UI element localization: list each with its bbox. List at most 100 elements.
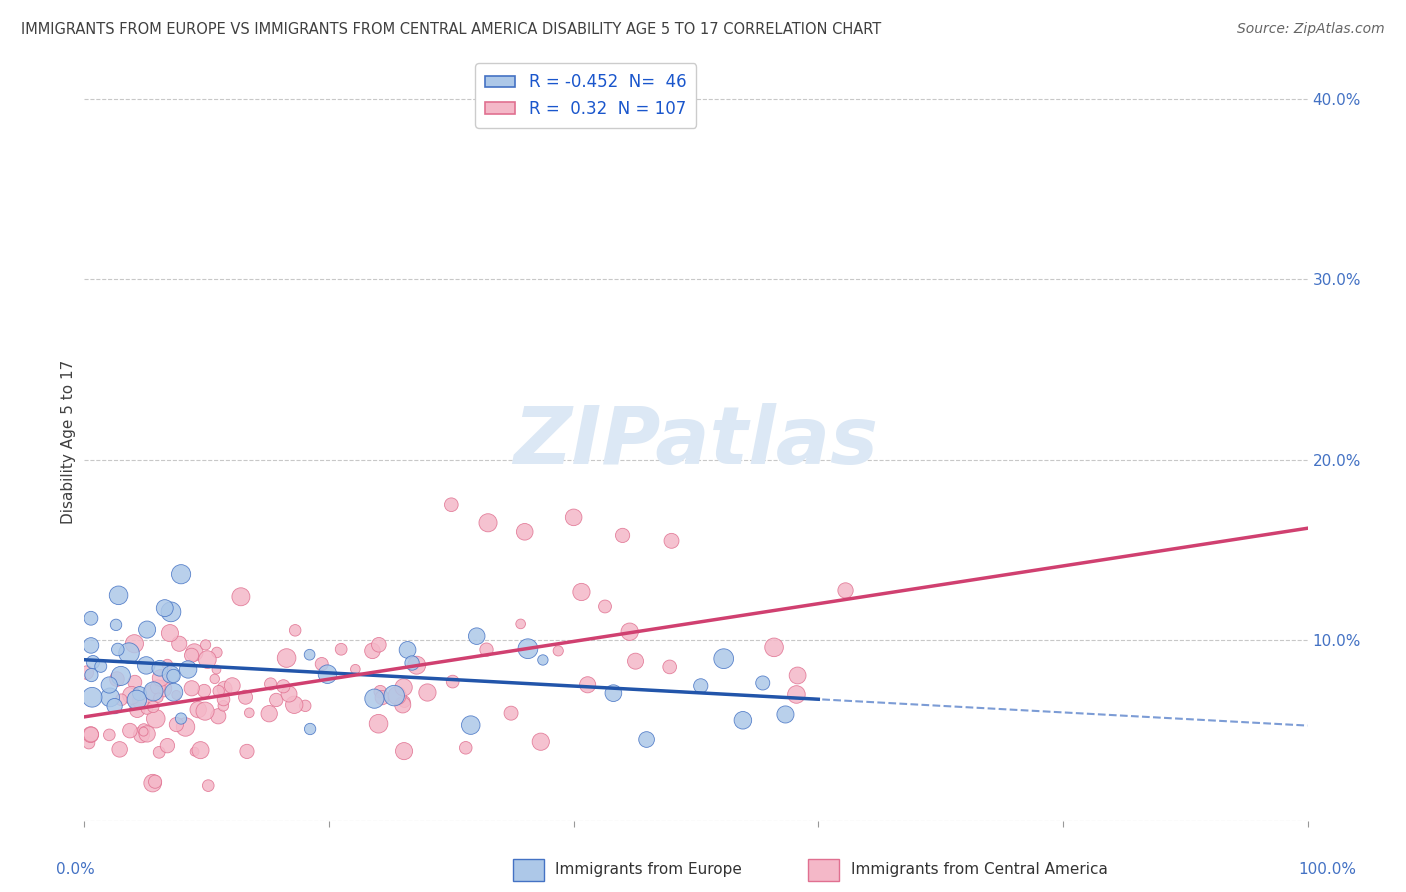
Point: [259, 677, 281, 691]
Point: [195, 652, 218, 666]
Point: [105, 672, 128, 686]
Point: [602, 686, 624, 700]
Point: [132, 723, 155, 737]
Point: [441, 674, 464, 689]
Point: [276, 651, 298, 665]
Point: [465, 629, 488, 643]
Point: [149, 671, 172, 685]
Point: [513, 524, 536, 539]
Point: [454, 740, 477, 755]
Point: [82, 690, 104, 705]
Point: [205, 645, 228, 659]
Point: [236, 744, 259, 758]
Point: [361, 644, 384, 658]
Point: [156, 657, 179, 672]
Point: [136, 727, 159, 741]
Point: [98, 690, 121, 705]
Point: [159, 626, 181, 640]
Point: [121, 689, 143, 703]
Point: [136, 623, 159, 637]
Point: [562, 510, 585, 524]
Point: [763, 640, 786, 655]
Point: [197, 779, 219, 793]
Point: [440, 498, 463, 512]
Point: [80, 611, 103, 625]
Text: Source: ZipAtlas.com: Source: ZipAtlas.com: [1237, 22, 1385, 37]
Point: [141, 685, 163, 699]
Point: [183, 745, 205, 759]
Point: [257, 706, 280, 721]
Point: [273, 679, 295, 693]
Point: [187, 702, 209, 716]
Point: [98, 728, 121, 742]
Point: [394, 695, 416, 709]
Point: [118, 646, 141, 660]
Point: [619, 624, 641, 639]
Text: ZIPatlas: ZIPatlas: [513, 402, 879, 481]
Point: [786, 668, 808, 682]
Point: [363, 691, 385, 706]
Point: [163, 685, 186, 699]
Point: [127, 703, 149, 717]
Point: [90, 659, 112, 673]
Point: [183, 645, 205, 659]
Point: [344, 662, 367, 676]
Point: [128, 687, 150, 701]
Point: [382, 689, 405, 703]
Text: Immigrants from Europe: Immigrants from Europe: [555, 863, 742, 877]
Point: [170, 567, 193, 582]
Point: [612, 528, 634, 542]
Point: [751, 676, 773, 690]
Point: [208, 684, 231, 698]
Point: [834, 583, 856, 598]
Point: [162, 669, 184, 683]
Point: [235, 690, 257, 705]
Point: [477, 516, 499, 530]
Point: [367, 716, 389, 731]
Point: [165, 717, 187, 731]
Point: [80, 639, 103, 653]
Point: [636, 732, 658, 747]
Point: [160, 667, 183, 681]
Point: [530, 735, 553, 749]
Point: [278, 687, 301, 701]
Point: [547, 644, 569, 658]
Point: [731, 713, 754, 727]
Point: [190, 743, 212, 757]
Point: [148, 690, 170, 705]
Point: [516, 641, 538, 656]
Point: [180, 681, 202, 696]
Point: [316, 667, 339, 681]
Point: [229, 590, 252, 604]
Point: [135, 701, 157, 715]
Point: [193, 684, 215, 698]
Point: [110, 693, 132, 707]
Point: [509, 616, 531, 631]
Point: [132, 724, 155, 739]
Point: [142, 776, 165, 790]
Point: [689, 679, 711, 693]
Point: [713, 651, 735, 665]
Point: [177, 663, 200, 677]
Point: [146, 680, 169, 694]
Point: [156, 739, 179, 753]
Point: [661, 533, 683, 548]
Point: [125, 693, 148, 707]
Point: [499, 706, 522, 721]
Point: [460, 718, 482, 732]
Point: [571, 585, 593, 599]
Point: [212, 692, 235, 706]
Point: [124, 675, 146, 690]
Point: [576, 678, 599, 692]
Text: 0.0%: 0.0%: [56, 863, 96, 877]
Point: [142, 684, 165, 698]
Point: [129, 693, 152, 707]
Legend: R = -0.452  N=  46, R =  0.32  N = 107: R = -0.452 N= 46, R = 0.32 N = 107: [475, 63, 696, 128]
Point: [152, 681, 174, 696]
Point: [371, 690, 394, 705]
Point: [298, 648, 321, 662]
Point: [118, 723, 141, 738]
Point: [80, 668, 103, 682]
Bar: [808, 858, 839, 881]
Point: [76, 665, 98, 680]
